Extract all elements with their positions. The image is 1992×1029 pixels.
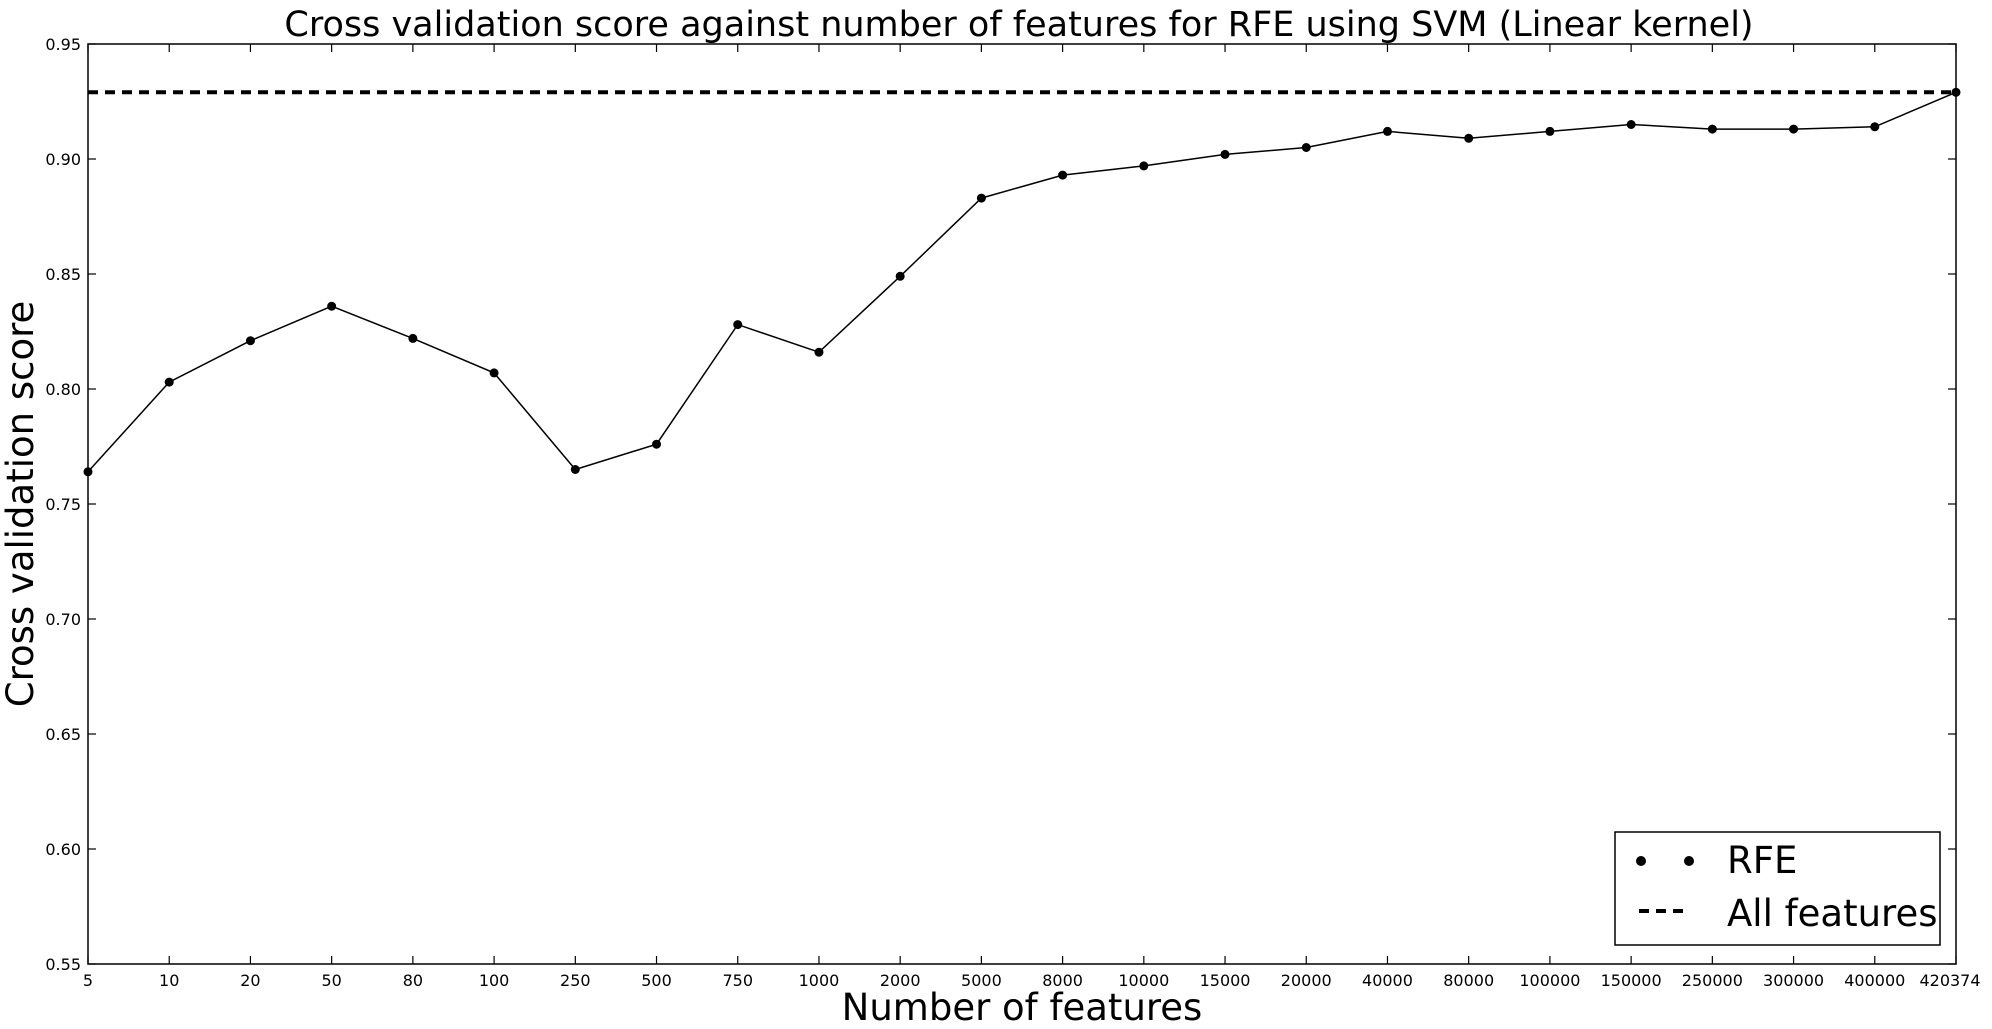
rfe-point xyxy=(652,439,662,449)
y-tick-label: 0.80 xyxy=(45,380,81,399)
rfe-point xyxy=(895,271,905,281)
x-tick-label: 1000 xyxy=(799,971,840,990)
x-tick-label: 50 xyxy=(321,971,341,990)
legend-rfe-dot xyxy=(1636,856,1646,866)
x-tick-label: 80 xyxy=(403,971,423,990)
rfe-point xyxy=(408,333,418,343)
rfe-point xyxy=(1870,122,1880,132)
plot-frame xyxy=(87,43,1957,965)
chart-title: Cross validation score against number of… xyxy=(284,5,1753,45)
x-tick-label: 8000 xyxy=(1042,971,1083,990)
x-tick-label: 15000 xyxy=(1200,971,1251,990)
rfe-point xyxy=(489,368,499,378)
y-tick-label: 0.60 xyxy=(45,840,81,859)
x-tick-label: 10000 xyxy=(1118,971,1169,990)
x-tick-label: 750 xyxy=(722,971,753,990)
x-axis-ticks: 5 10 20 50 80 100 250 500 750 1000 2000 5000 8000 100… xyxy=(83,44,1981,990)
x-tick-label: 40000 xyxy=(1362,971,1413,990)
y-tick-label: 0.90 xyxy=(45,150,81,169)
y-tick-label: 0.55 xyxy=(45,955,81,974)
x-tick-label: 80000 xyxy=(1443,971,1494,990)
rfe-point xyxy=(245,336,255,346)
rfe-series-line xyxy=(87,91,1957,473)
rfe-point xyxy=(1058,170,1068,180)
legend-rfe-marker xyxy=(1636,856,1694,866)
rfe-point xyxy=(814,347,824,357)
legend-all-features-label: All features xyxy=(1727,892,1938,935)
rfe-point xyxy=(1707,124,1717,134)
rfe-point xyxy=(327,301,337,311)
rfe-point xyxy=(570,465,580,474)
x-tick-label: 250 xyxy=(560,971,591,990)
y-axis-label: Cross validation score xyxy=(0,301,42,708)
x-tick-label: 420374 xyxy=(1919,971,1980,990)
y-tick-label: 0.85 xyxy=(45,265,81,284)
x-tick-label: 20000 xyxy=(1281,971,1332,990)
rfe-point xyxy=(1789,124,1799,134)
rfe-point xyxy=(164,377,174,387)
x-axis-label: Number of features xyxy=(842,986,1203,1024)
x-tick-label: 5 xyxy=(83,971,93,990)
x-tick-label: 5000 xyxy=(961,971,1002,990)
y-tick-label: 0.65 xyxy=(45,725,81,744)
x-tick-label: 500 xyxy=(641,971,672,990)
rfe-point xyxy=(1626,120,1636,129)
legend-box xyxy=(1614,831,1941,946)
y-axis-ticks: 0.55 0.60 0.65 0.70 0.75 0.80 0.85 0.90 0.95 xyxy=(45,35,1956,974)
x-tick-label: 20 xyxy=(240,971,260,990)
legend: RFE All features xyxy=(1614,831,1941,946)
y-tick-label: 0.95 xyxy=(45,35,81,54)
x-tick-label: 100 xyxy=(479,971,510,990)
rfe-point xyxy=(1464,133,1474,143)
x-tick-label: 150000 xyxy=(1601,971,1662,990)
y-tick-label: 0.70 xyxy=(45,610,81,629)
x-tick-label: 100000 xyxy=(1519,971,1580,990)
rfe-point xyxy=(733,320,743,330)
rfe-point xyxy=(976,193,986,203)
x-tick-label: 250000 xyxy=(1682,971,1743,990)
rfe-point xyxy=(1220,149,1230,159)
rfe-point xyxy=(1301,143,1311,152)
x-tick-label: 10 xyxy=(159,971,179,990)
x-tick-label: 400000 xyxy=(1844,971,1905,990)
x-tick-label: 300000 xyxy=(1763,971,1824,990)
rfe-point xyxy=(1382,126,1392,136)
x-tick-label: 2000 xyxy=(880,971,921,990)
legend-rfe-label: RFE xyxy=(1727,839,1797,882)
rfe-point xyxy=(1139,161,1149,171)
plot-layer xyxy=(83,87,1961,477)
rfe-point xyxy=(1545,126,1555,136)
y-tick-label: 0.75 xyxy=(45,495,81,514)
legend-rfe-dot xyxy=(1684,856,1694,866)
